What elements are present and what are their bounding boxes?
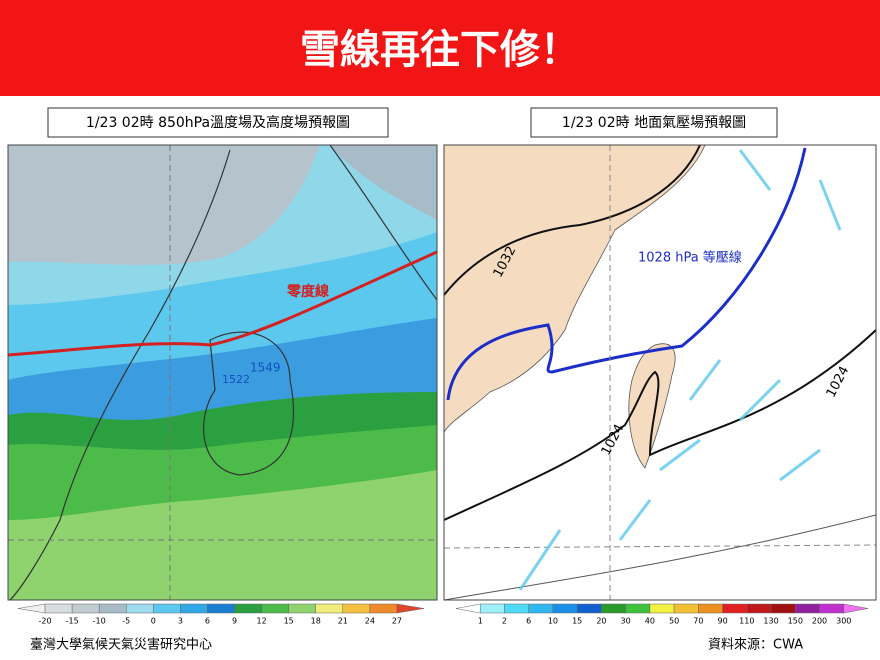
colorbar-tick-label: 18 <box>311 617 321 626</box>
map-frame <box>7 144 438 601</box>
map-frame <box>443 144 877 601</box>
colorbar-tick-label: 3 <box>178 617 183 626</box>
colorbar-tick-label: -5 <box>122 617 130 626</box>
colorbar-tick-label: 40 <box>645 617 655 626</box>
colorbar-tick-label: 6 <box>526 617 531 626</box>
colorbar-tick-label: 150 <box>788 617 803 626</box>
colorbar-tick-label: 24 <box>365 617 375 626</box>
colorbar-swatch <box>342 603 371 614</box>
banner <box>0 0 880 96</box>
temperature-map <box>8 145 437 600</box>
map-label: 1028 hPa 等壓線 <box>638 250 742 266</box>
colorbar-swatch <box>315 603 344 614</box>
colorbar-tick-label: -20 <box>39 617 52 626</box>
pressure-map <box>444 145 876 600</box>
colorbar-swatch <box>552 603 578 614</box>
colorbar-swatch <box>261 603 289 614</box>
colorbar-swatch <box>71 603 100 614</box>
colorbar-swatch <box>819 603 845 614</box>
colorbar-tick-label: 20 <box>596 617 606 626</box>
colorbar-tick-label: 27 <box>392 617 402 626</box>
map-label: 1522 <box>222 373 250 386</box>
colorbar-swatch <box>17 603 46 614</box>
title-box <box>530 107 778 138</box>
colorbar-tick-label: 30 <box>621 617 631 626</box>
colorbar-swatch <box>722 603 748 614</box>
footer-left: 臺灣大學氣候天氣災害研究中心 <box>30 637 212 653</box>
colorbar-swatch <box>770 603 796 614</box>
colorbar-tick-label: 90 <box>717 617 727 626</box>
colorbar-swatch <box>153 603 181 614</box>
colorbar-swatch <box>528 603 554 614</box>
colorbar-swatch <box>649 603 675 614</box>
colorbar-swatch <box>44 603 73 614</box>
banner-title: 雪線再往下修！ <box>300 27 580 73</box>
panel-title: 1/23 02時 850hPa溫度場及高度場預報圖 <box>86 114 350 131</box>
colorbar-tick-label: 2 <box>502 617 507 626</box>
colorbar-swatch <box>234 603 262 614</box>
colorbar-tick-label: 12 <box>257 617 267 626</box>
colorbar-swatch <box>746 603 772 614</box>
panel-title: 1/23 02時 地面氣壓場預報圖 <box>562 115 746 131</box>
colorbar-swatch <box>180 603 208 614</box>
colorbar-swatch <box>625 603 651 614</box>
colorbar-swatch <box>795 603 820 614</box>
colorbar-swatch <box>207 603 235 614</box>
colorbar-swatch <box>843 603 869 614</box>
footer-right: 資料來源：CWA <box>708 638 803 653</box>
colorbar-tick-label: 15 <box>572 617 582 626</box>
colorbar-tick-label: 6 <box>205 617 210 626</box>
colorbar-tick-label: 1 <box>478 617 483 626</box>
colorbar-tick-label: -15 <box>66 617 79 626</box>
colorbar-swatch <box>455 603 481 614</box>
colorbar-tick-label: 300 <box>836 617 851 626</box>
colorbar-swatch <box>396 603 425 614</box>
colorbar-tick-label: 50 <box>669 617 679 626</box>
colorbar-tick-label: 200 <box>812 617 827 626</box>
colorbar: -20 -15 -10 -5 0 3 6 9 12 15 18 21 24 27 <box>17 603 425 626</box>
colorbar-tick-label: 0 <box>151 617 156 626</box>
colorbar-swatch <box>126 603 154 614</box>
colorbar-swatch <box>576 603 602 614</box>
colorbar-swatch <box>98 603 127 614</box>
colorbar-tick-label: 130 <box>763 617 778 626</box>
map-label: 1549 <box>250 361 281 375</box>
colorbar-swatch <box>673 603 699 614</box>
colorbar-swatch <box>369 603 398 614</box>
colorbar: 1 2 6 10 15 20 30 40 50 70 90 110 130 150 200 300 <box>455 603 869 626</box>
colorbar-swatch <box>698 603 723 614</box>
title-box <box>47 107 389 138</box>
colorbar-tick-label: 110 <box>739 617 754 626</box>
colorbar-tick-label: 21 <box>338 617 348 626</box>
colorbar-swatch <box>479 603 505 614</box>
colorbar-tick-label: -10 <box>93 617 106 626</box>
map-label: 零度線 <box>286 283 329 300</box>
colorbar-tick-label: 10 <box>548 617 558 626</box>
colorbar-tick-label: 70 <box>693 617 703 626</box>
colorbar-swatch <box>601 603 626 614</box>
colorbar-swatch <box>288 603 316 614</box>
colorbar-tick-label: 9 <box>232 617 237 626</box>
colorbar-swatch <box>504 603 529 614</box>
colorbar-tick-label: 15 <box>284 617 294 626</box>
